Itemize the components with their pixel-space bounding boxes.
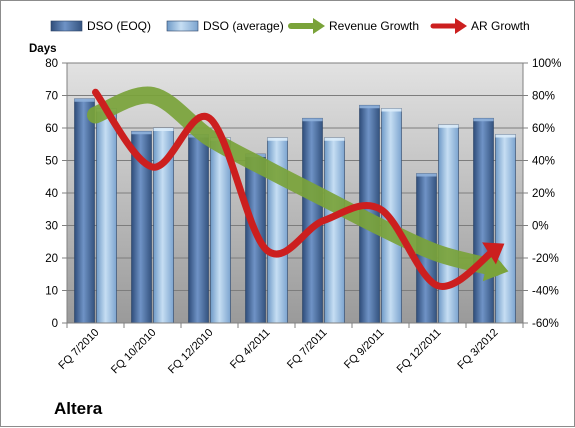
bar-cap [473,118,494,122]
y-tick-label: 0 [52,318,58,330]
y2-tick-label: 60% [532,123,555,135]
bar-cap [302,118,323,122]
bar-cap [131,131,152,135]
x-tick-label: FQ 12/2011 [395,327,444,376]
bar-cap [495,134,516,138]
bar-cap [74,98,95,102]
bar [74,98,95,324]
bar-cap [153,128,174,131]
x-tick-label: FQ 4/2011 [228,327,273,372]
legend-swatch [166,20,199,32]
y2-tick-label: -40% [532,286,559,298]
line-series [92,88,498,290]
bar [324,137,345,324]
x-tick-label: FQ 7/2010 [56,327,101,372]
x-tick-label: FQ 3/2012 [455,327,500,372]
line-series [87,86,503,277]
legend-label: DSO (average) [203,19,284,33]
bar [210,137,231,324]
y2-tick-label: -20% [532,253,559,265]
y-tick-label: 50 [45,156,58,168]
y2-tick-label: 40% [532,156,555,168]
bar [438,124,459,324]
bar [473,117,494,324]
y-tick-label: 20 [45,253,58,265]
company-name: Altera [54,399,103,418]
legend-arrow [455,18,467,34]
y-tick-label: 60 [45,123,58,135]
y-tick-label: 70 [45,91,58,103]
y2-tick-label: 100% [532,58,561,70]
legend: DSO (EOQ) DSO (average) Revenue Growth AR G… [50,18,530,34]
bar [188,134,209,324]
legend-label: Revenue Growth [329,19,419,33]
y2-tick-label: 20% [532,188,555,200]
bar-cap [359,105,380,109]
bar-cap [416,173,437,177]
bar-cap [381,108,402,112]
y-tick-label: 30 [45,221,58,233]
bar-cap [438,124,459,128]
y2-tick-label: -60% [532,318,559,330]
bar [96,108,117,324]
bar-cap [324,137,345,141]
legend-swatch [50,20,83,32]
legend-label: DSO (EOQ) [87,19,151,33]
y-axis-title: Days [29,43,57,55]
bar [495,134,516,324]
line-marks [87,86,509,290]
y-tick-label: 40 [45,188,58,200]
arrow-head [482,242,505,265]
x-tick-label: FQ 9/2011 [342,327,387,372]
legend-arrow [313,18,325,34]
y2-tick-label: 0% [532,221,549,233]
x-tick-label: FQ 12/2010 [166,327,216,377]
legend-label: AR Growth [471,19,530,33]
y2-tick-label: 80% [532,91,555,103]
x-tick-label: FQ 7/2011 [285,327,330,372]
bar-marks [74,98,516,324]
y-tick-label: 80 [45,58,58,70]
y-tick-label: 10 [45,286,58,298]
x-tick-label: FQ 10/2010 [109,327,159,377]
bar-cap [267,137,288,141]
